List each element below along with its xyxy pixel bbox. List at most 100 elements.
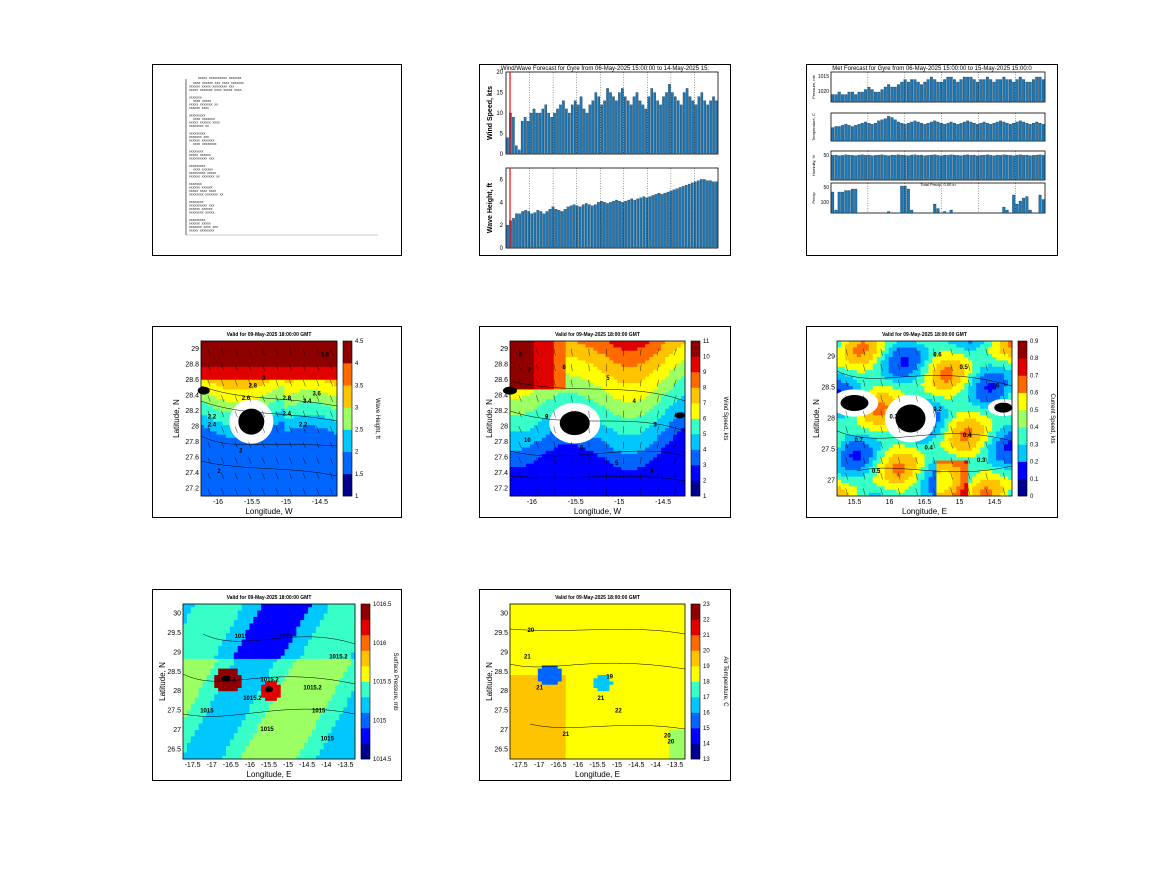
field-cell <box>281 437 285 442</box>
field-cell <box>525 373 531 377</box>
field-cell <box>589 357 594 361</box>
field-cell <box>525 460 531 465</box>
field-cell <box>284 473 288 478</box>
temperature-bar <box>953 122 956 142</box>
field-cell <box>597 463 602 468</box>
field-cell <box>585 463 590 468</box>
wind-speed-bar <box>641 104 645 155</box>
field-cell <box>669 431 674 436</box>
field-cell <box>207 347 211 352</box>
field-cell <box>613 418 618 423</box>
field-cell <box>312 357 316 361</box>
field-cell <box>216 424 220 429</box>
field-cell <box>330 360 335 365</box>
field-cell <box>284 470 288 474</box>
field-cell <box>585 386 590 390</box>
field-cell <box>537 386 543 390</box>
field-cell <box>569 470 575 474</box>
field-cell <box>513 382 519 387</box>
field-cell <box>597 376 602 381</box>
wind-wave-forecast-chart: Wind/Wave Forecast for Gyre from 06-May-… <box>487 66 719 252</box>
field-cell <box>262 350 267 355</box>
field-cell <box>641 418 646 423</box>
field-cell <box>529 421 535 426</box>
vector-arrow <box>289 457 293 464</box>
vector-arrow <box>207 410 211 418</box>
vector-arrow <box>588 379 590 387</box>
wind-wave-forecast-panel: Wind/Wave Forecast for Gyre from 06-May-… <box>479 64 731 256</box>
field-cell <box>290 492 295 497</box>
field-cell <box>653 460 658 465</box>
report-line: XXXXXXXXX <box>189 218 205 222</box>
field-cell <box>537 399 543 403</box>
field-cell <box>629 428 634 432</box>
field-cell <box>269 447 273 452</box>
field-cell <box>613 405 618 410</box>
field-cell <box>573 370 579 374</box>
field-cell <box>637 373 642 377</box>
field-cell <box>281 441 285 445</box>
field-cell <box>275 350 279 355</box>
field-cell <box>601 392 606 397</box>
field-cell <box>281 428 285 432</box>
field-cell <box>561 479 567 484</box>
vector-arrow <box>553 457 556 465</box>
field-cell <box>219 392 224 397</box>
field-cell <box>259 463 264 468</box>
colorbar-tick-label: 1 <box>355 494 359 500</box>
field-cell <box>597 347 602 352</box>
field-cell <box>681 424 686 429</box>
field-cell <box>225 434 230 439</box>
field-cell <box>324 424 329 429</box>
field-cell <box>665 376 670 381</box>
field-cell <box>222 489 227 494</box>
field-cell <box>306 379 310 384</box>
field-cell <box>225 360 230 365</box>
field-cell <box>613 357 618 361</box>
field-cell <box>677 370 682 374</box>
temperature-bar <box>854 125 858 142</box>
vector-arrow <box>221 379 225 387</box>
field-cell <box>613 486 618 490</box>
field-cell <box>625 360 630 365</box>
field-cell <box>577 357 582 361</box>
field-cell <box>669 389 674 394</box>
field-cell <box>597 392 602 397</box>
field-cell <box>665 382 670 387</box>
field-cell <box>645 463 650 468</box>
field-cell <box>284 424 288 429</box>
field-cell <box>204 470 208 474</box>
humidity-bar <box>953 154 956 181</box>
field-cell <box>247 492 251 497</box>
field-cell <box>259 341 264 345</box>
field-cell <box>213 412 217 416</box>
field-cell <box>677 373 682 377</box>
field-cell <box>318 486 322 490</box>
field-cell <box>573 489 579 494</box>
field-cell <box>201 412 205 416</box>
field-cell <box>321 366 326 371</box>
wave-height-bar <box>678 187 682 249</box>
field-cell <box>333 389 338 394</box>
field-cell <box>545 376 551 381</box>
field-cell <box>293 347 298 352</box>
field-cell <box>210 373 214 377</box>
x-tick-label: -16 <box>213 499 223 506</box>
field-cell <box>673 382 678 387</box>
field-cell <box>290 463 295 468</box>
field-cell <box>597 389 602 394</box>
field-cell <box>625 395 630 400</box>
field-cell <box>296 421 301 426</box>
field-cell <box>241 366 245 371</box>
field-cell <box>210 460 214 465</box>
field-cell <box>256 366 261 371</box>
field-cell <box>677 473 682 478</box>
field-cell <box>645 353 650 358</box>
field-cell <box>617 479 622 484</box>
field-cell <box>318 434 322 439</box>
field-cell <box>589 363 594 368</box>
field-cell <box>605 460 610 465</box>
field-cell <box>545 489 551 494</box>
field-cell <box>641 476 646 481</box>
field-cell <box>617 418 622 423</box>
